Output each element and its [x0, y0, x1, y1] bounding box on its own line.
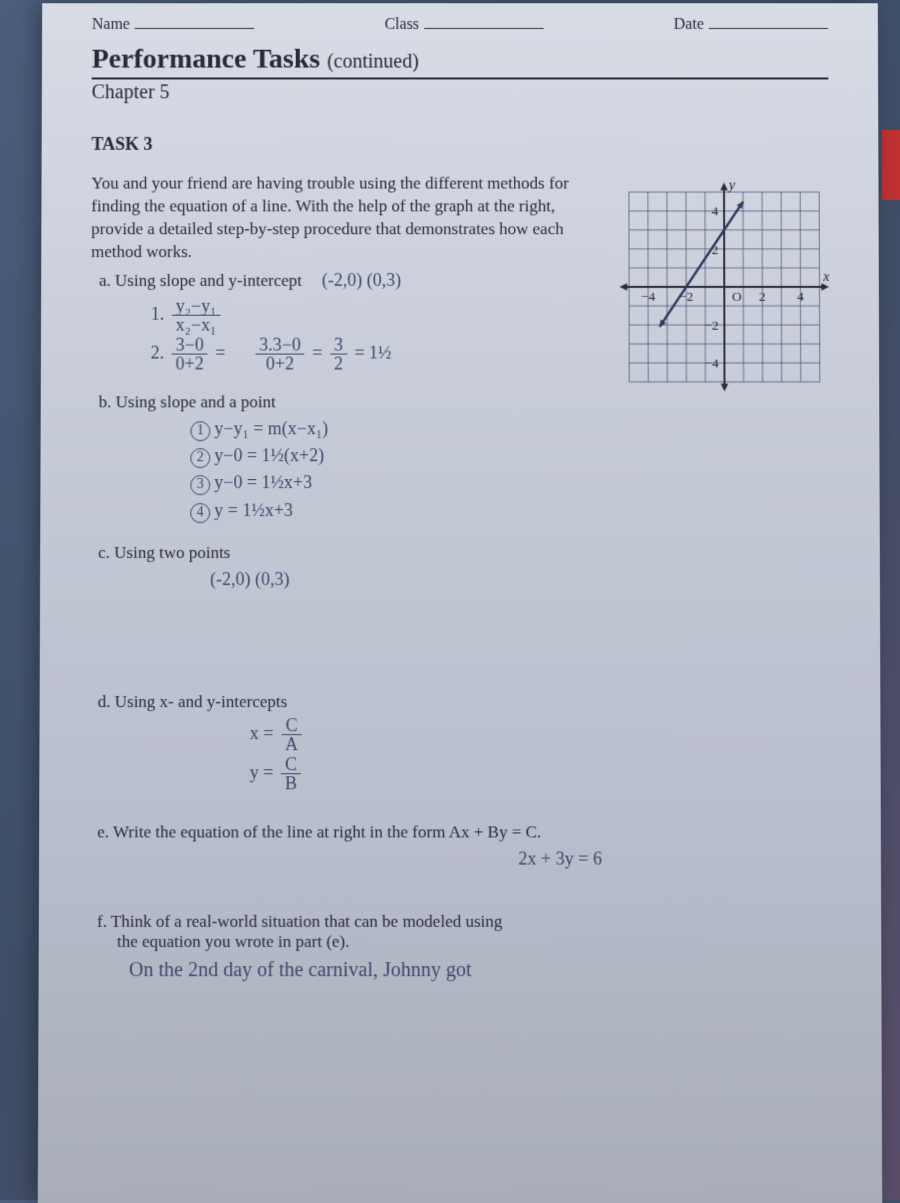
svg-text:−4: −4 — [641, 289, 656, 304]
class-label: Class — [385, 16, 420, 34]
d-l2-lhs: y = — [250, 762, 274, 782]
svg-text:4: 4 — [712, 204, 719, 219]
svg-text:−2: −2 — [679, 289, 693, 304]
equals: = — [215, 342, 230, 362]
part-a-points: (-2,0) (0,3) — [322, 268, 401, 293]
step2-prefix: 2. — [151, 342, 165, 362]
circ-3: 3 — [190, 475, 210, 495]
circ-1: 1 — [190, 421, 210, 441]
frac-den: x₂−x₁ — [172, 316, 221, 334]
part-b-label: b. Using slope and a point — [99, 392, 600, 412]
step2-frac2: 3.3−0 0+2 — [255, 336, 305, 373]
date-field: Date — [674, 13, 828, 34]
part-a-step1: 1. y₂−y₁ x₂−x₁ — [151, 297, 600, 334]
svg-text:O: O — [732, 289, 742, 304]
step2-result: = 1½ — [354, 342, 391, 362]
part-f-label: f. Think of a real-world situation that … — [97, 912, 831, 952]
b-l1: 1y−y₁ = m(x−x₁) — [190, 416, 599, 441]
part-d-label: d. Using x- and y-intercepts — [98, 692, 831, 712]
b-l3: 3y−0 = 1½x+3 — [190, 470, 600, 495]
step2-frac3: 3 2 — [330, 336, 347, 373]
date-label: Date — [674, 16, 704, 34]
part-a-work: 1. y₂−y₁ x₂−x₁ 2. 3−0 0+2 = 3. — [151, 297, 600, 373]
part-a-label: a. Using slope and y-intercept (-2,0) (0… — [99, 268, 600, 293]
equals: = — [312, 342, 327, 362]
part-e-label: e. Write the equation of the line at rig… — [97, 822, 831, 842]
svg-text:x: x — [822, 269, 829, 285]
b-l3-text: y−0 = 1½x+3 — [214, 472, 312, 492]
d-frac1: C A — [281, 716, 302, 753]
frac-num: 3−0 — [172, 336, 208, 355]
d-l2: y = C B — [250, 755, 831, 792]
title-underline — [92, 77, 829, 79]
frac-num: C — [281, 716, 301, 735]
part-f-work: On the 2nd day of the carnival, Johnny g… — [129, 956, 831, 984]
frac-den: 2 — [330, 355, 347, 373]
chapter-label: Chapter 5 — [92, 81, 829, 104]
f-l1: f. Think of a real-world situation that … — [97, 912, 831, 932]
name-field: Name — [92, 13, 254, 34]
class-field: Class — [385, 13, 544, 34]
part-c-work: (-2,0) (0,3) — [210, 567, 600, 592]
circ-2: 2 — [190, 448, 210, 468]
part-a-step2: 2. 3−0 0+2 = 3.3−0 0+2 = 3 2 — [151, 336, 600, 373]
frac-den: 0+2 — [172, 355, 208, 373]
circ-4: 4 — [190, 503, 210, 523]
class-blank — [424, 13, 543, 29]
graph-container: −4−224−4−224Oxy — [619, 183, 830, 612]
step2-frac1: 3−0 0+2 — [172, 336, 208, 373]
part-c-label: c. Using two points — [98, 543, 600, 563]
part-a-text: a. Using slope and y-intercept — [99, 271, 302, 291]
frac-den: A — [281, 735, 302, 753]
book-edge — [882, 130, 900, 200]
frac-num: y₂−y₁ — [172, 297, 221, 316]
b-l2-text: y−0 = 1½(x+2) — [214, 445, 324, 465]
part-e-work: 2x + 3y = 6 — [290, 846, 831, 871]
content-left: You and your friend are having trouble u… — [90, 173, 600, 612]
svg-text:4: 4 — [797, 289, 804, 304]
frac-num: C — [281, 755, 301, 774]
b-l1-text: y−y₁ = m(x−x₁) — [214, 418, 328, 438]
name-label: Name — [92, 16, 130, 34]
title-main: Performance Tasks — [92, 44, 320, 75]
title-sub: (continued) — [327, 51, 419, 73]
b-l4-text: y = 1½x+3 — [214, 500, 293, 520]
frac-num: 3 — [330, 336, 347, 355]
svg-text:2: 2 — [759, 289, 766, 304]
d-l1: x = C A — [250, 716, 831, 753]
coordinate-graph: −4−224−4−224Oxy — [619, 183, 829, 392]
worksheet-page: Name Class Date Performance Tasks (conti… — [38, 3, 882, 1203]
date-blank — [709, 13, 828, 29]
header-row: Name Class Date — [92, 13, 828, 34]
frac-den: B — [281, 774, 301, 792]
svg-text:y: y — [727, 183, 736, 194]
part-d-work: x = C A y = C B — [250, 716, 831, 792]
d-l1-lhs: x = — [250, 723, 274, 743]
part-b-work: 1y−y₁ = m(x−x₁) 2y−0 = 1½(x+2) 3y−0 = 1½… — [190, 416, 600, 522]
name-blank — [135, 13, 254, 29]
b-l4: 4y = 1½x+3 — [190, 498, 600, 523]
svg-text:−4: −4 — [705, 356, 720, 371]
step1-fraction: y₂−y₁ x₂−x₁ — [172, 297, 221, 334]
intro-text: You and your friend are having trouble u… — [91, 173, 600, 264]
frac-num: 3.3−0 — [255, 336, 305, 355]
b-l2: 2y−0 = 1½(x+2) — [190, 443, 600, 468]
step1-prefix: 1. — [151, 303, 165, 323]
frac-den: 0+2 — [262, 355, 298, 373]
svg-text:−2: −2 — [704, 318, 718, 333]
d-frac2: C B — [281, 755, 301, 792]
f-l2: the equation you wrote in part (e). — [117, 932, 831, 952]
content-row: You and your friend are having trouble u… — [90, 173, 830, 612]
task-label: TASK 3 — [91, 134, 828, 155]
page-title: Performance Tasks (continued) — [92, 44, 829, 76]
